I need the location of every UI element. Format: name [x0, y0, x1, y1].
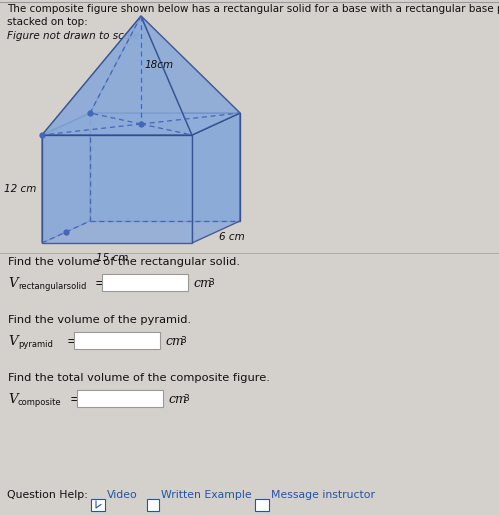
Text: Video: Video — [107, 490, 138, 500]
Polygon shape — [42, 113, 90, 243]
Text: 3: 3 — [208, 278, 214, 287]
Text: Written Example: Written Example — [161, 490, 251, 500]
Polygon shape — [90, 16, 240, 113]
Text: Find the volume of the pyramid.: Find the volume of the pyramid. — [8, 315, 191, 325]
Text: cm: cm — [165, 335, 184, 348]
Text: 3: 3 — [183, 394, 189, 403]
Polygon shape — [42, 16, 192, 135]
FancyBboxPatch shape — [77, 389, 164, 406]
Text: cm: cm — [193, 277, 212, 290]
Text: =: = — [70, 393, 81, 406]
Text: rectangularsolid: rectangularsolid — [18, 282, 86, 291]
Text: Question Help:: Question Help: — [7, 490, 88, 500]
Text: The composite figure shown below has a rectangular solid for a base with a recta: The composite figure shown below has a r… — [7, 4, 499, 14]
Text: 18cm: 18cm — [145, 60, 174, 70]
Polygon shape — [42, 113, 240, 135]
Text: =: = — [67, 335, 78, 348]
Text: pyramid: pyramid — [18, 340, 53, 349]
FancyBboxPatch shape — [102, 273, 189, 290]
FancyBboxPatch shape — [255, 499, 269, 510]
Text: stacked on top:: stacked on top: — [7, 17, 88, 27]
FancyBboxPatch shape — [148, 499, 160, 510]
Polygon shape — [90, 113, 240, 221]
Text: 15 cm: 15 cm — [96, 253, 128, 263]
Text: 3: 3 — [180, 336, 186, 345]
Text: Find the volume of the rectangular solid.: Find the volume of the rectangular solid… — [8, 257, 240, 267]
Text: =: = — [95, 277, 106, 290]
Text: 6 cm: 6 cm — [219, 232, 245, 242]
Text: 12 cm: 12 cm — [3, 184, 36, 194]
Text: Message instructor: Message instructor — [271, 490, 375, 500]
Text: composite: composite — [18, 398, 61, 407]
Text: V: V — [8, 335, 17, 348]
Polygon shape — [42, 135, 192, 243]
Text: cm: cm — [168, 393, 187, 406]
Polygon shape — [42, 16, 141, 135]
Polygon shape — [141, 16, 240, 135]
Polygon shape — [192, 113, 240, 243]
FancyBboxPatch shape — [74, 332, 161, 349]
FancyBboxPatch shape — [91, 499, 105, 510]
Text: V: V — [8, 277, 17, 290]
Text: V: V — [8, 393, 17, 406]
Text: Figure not drawn to scale.: Figure not drawn to scale. — [7, 31, 143, 41]
Text: Find the total volume of the composite figure.: Find the total volume of the composite f… — [8, 373, 270, 383]
